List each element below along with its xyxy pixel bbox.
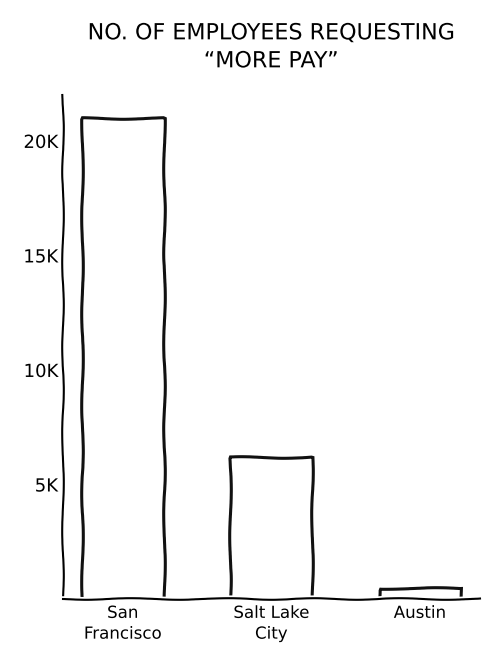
Bar bbox=[230, 457, 312, 599]
Bar bbox=[379, 587, 461, 599]
Bar bbox=[82, 118, 163, 599]
Title: NO. OF EMPLOYEES REQUESTING
“MORE PAY”: NO. OF EMPLOYEES REQUESTING “MORE PAY” bbox=[88, 23, 455, 71]
